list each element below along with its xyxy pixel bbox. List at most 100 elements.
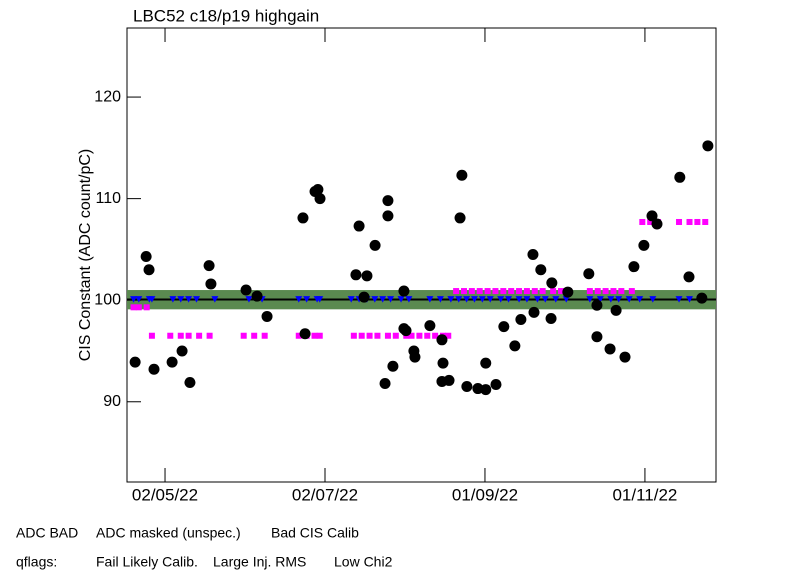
data-point	[552, 296, 560, 303]
x-tick-label: 02/05/22	[132, 485, 198, 504]
data-point	[295, 332, 302, 339]
data-point	[694, 218, 701, 225]
data-point	[498, 321, 510, 333]
data-point	[135, 296, 143, 303]
footer-label: Bad CIS Calib	[271, 525, 359, 541]
data-point	[130, 296, 138, 303]
data-point	[619, 351, 631, 363]
data-point	[604, 343, 616, 355]
data-point	[470, 296, 478, 303]
data-point	[316, 332, 323, 339]
data-point	[683, 271, 695, 283]
data-point	[696, 292, 708, 304]
data-point	[558, 288, 565, 295]
data-point	[596, 296, 604, 303]
footer-label: Fail Likely Calib.	[96, 554, 198, 570]
data-point	[468, 288, 475, 295]
data-point	[676, 218, 683, 225]
data-point	[303, 296, 311, 303]
data-point	[476, 288, 483, 295]
data-point	[702, 140, 714, 152]
data-point	[455, 296, 463, 303]
data-point	[432, 332, 439, 339]
data-point	[185, 332, 192, 339]
footer-label: Low Chi2	[334, 554, 393, 570]
data-point	[480, 384, 492, 396]
data-point	[516, 288, 523, 295]
data-point	[350, 332, 357, 339]
y-tick-label: 90	[103, 393, 121, 410]
data-point	[639, 218, 646, 225]
data-point	[366, 332, 373, 339]
plot-frame	[126, 27, 717, 483]
data-point	[166, 356, 178, 368]
data-point	[443, 374, 455, 386]
data-point	[408, 332, 415, 339]
data-point	[541, 296, 549, 303]
x-tick-label: 02/07/22	[292, 485, 358, 504]
data-point	[591, 331, 603, 343]
data-point	[610, 288, 617, 295]
data-point	[424, 332, 431, 339]
data-point	[531, 288, 538, 295]
data-point	[497, 296, 505, 303]
footer-label: ADC BAD	[16, 525, 78, 541]
data-point	[384, 332, 391, 339]
footer-label: Large Inj. RMS	[213, 554, 306, 570]
data-point	[628, 261, 640, 273]
data-point	[358, 291, 370, 303]
data-point	[527, 248, 539, 260]
data-point	[169, 296, 177, 303]
data-point	[463, 296, 471, 303]
data-point	[686, 296, 694, 303]
data-point	[361, 270, 373, 282]
data-point	[251, 332, 258, 339]
data-point	[261, 310, 273, 322]
data-point	[523, 288, 530, 295]
data-point	[437, 357, 449, 369]
data-point	[295, 296, 303, 303]
data-point	[206, 332, 213, 339]
data-point	[426, 296, 434, 303]
data-point	[297, 212, 309, 224]
data-point	[371, 296, 379, 303]
data-point	[148, 296, 156, 303]
data-point	[586, 288, 593, 295]
data-point	[184, 376, 196, 388]
data-point	[674, 171, 686, 183]
data-point	[651, 218, 663, 230]
data-point	[492, 288, 499, 295]
data-point	[515, 313, 527, 325]
data-point	[480, 357, 492, 369]
data-point	[398, 285, 410, 297]
data-point	[486, 296, 494, 303]
x-tick-label: 01/11/22	[612, 485, 677, 504]
data-point	[484, 288, 491, 295]
data-point	[311, 332, 318, 339]
data-point	[515, 296, 523, 303]
data-point	[409, 351, 421, 363]
data-point	[456, 169, 468, 181]
footer-label: ADC masked (unspec.)	[96, 525, 241, 541]
data-point	[177, 332, 184, 339]
data-point	[299, 328, 311, 340]
data-point	[550, 288, 557, 295]
data-point	[129, 356, 141, 368]
data-point	[379, 296, 387, 303]
data-point	[615, 296, 623, 303]
data-point	[562, 286, 574, 298]
data-point	[447, 296, 455, 303]
data-point	[636, 296, 644, 303]
data-point	[586, 296, 594, 303]
data-point	[400, 325, 412, 337]
data-point	[436, 296, 444, 303]
data-point	[148, 363, 160, 375]
data-point	[424, 320, 436, 332]
data-point	[203, 260, 215, 272]
data-point	[185, 296, 193, 303]
data-point	[445, 332, 452, 339]
data-point	[647, 218, 654, 225]
data-point	[316, 296, 324, 303]
data-point	[591, 299, 603, 311]
data-point	[638, 239, 650, 251]
